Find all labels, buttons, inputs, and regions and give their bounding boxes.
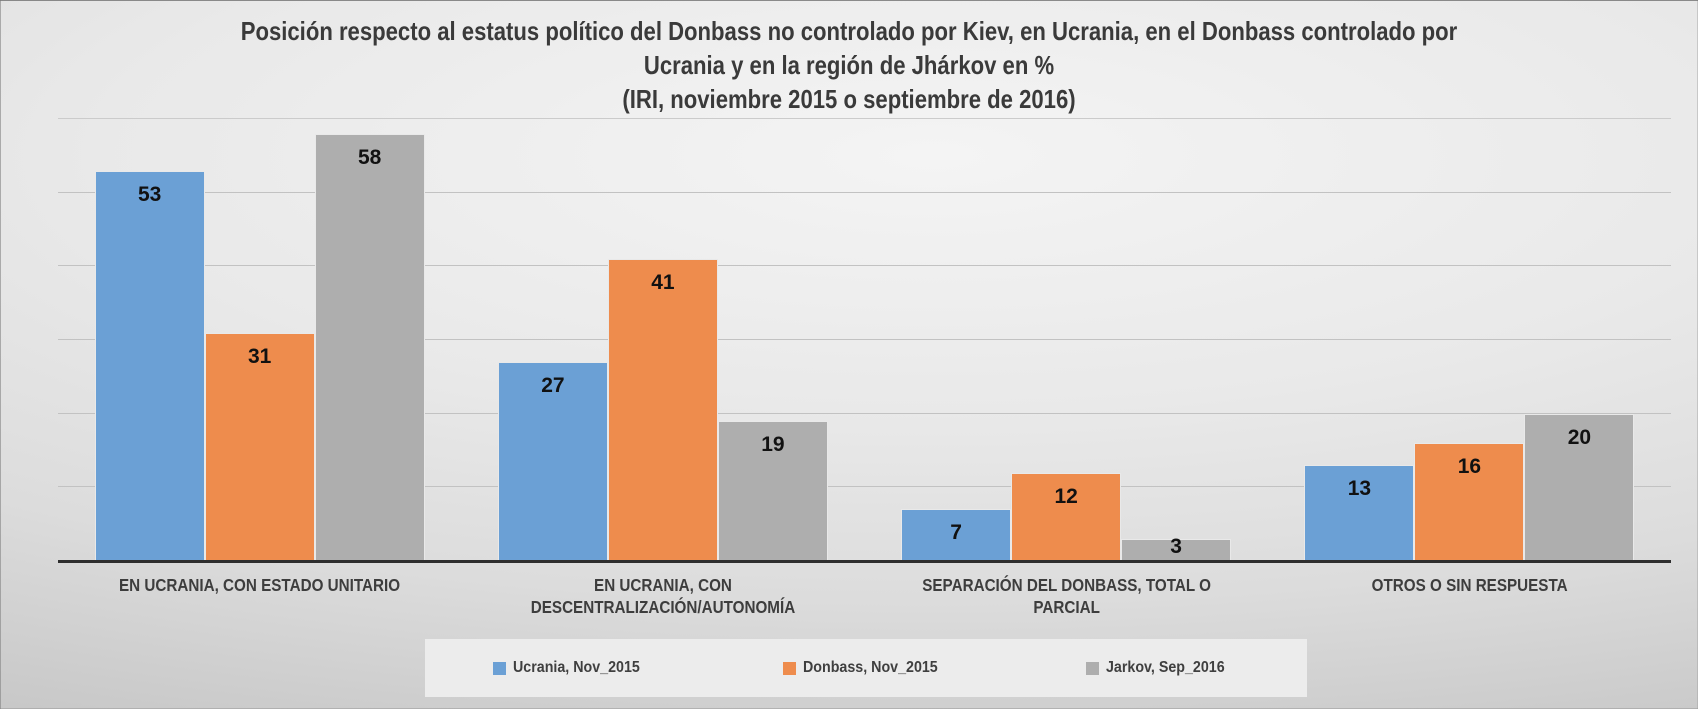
bar-value-label: 3 bbox=[1170, 534, 1182, 558]
bar-series-2-cat-3: 12 bbox=[1011, 472, 1122, 561]
gridline-60 bbox=[58, 118, 1671, 119]
category-label-2: EN UCRANIA, CON DESCENTRALIZACIÓN/AUTONO… bbox=[461, 561, 864, 618]
bar-series-2-cat-4: 16 bbox=[1414, 443, 1525, 561]
bar-series-3-cat-2: 19 bbox=[717, 421, 828, 561]
bar-value-label: 13 bbox=[1347, 477, 1372, 501]
bar-value-label: 27 bbox=[541, 374, 565, 398]
bar-series-2-cat-2: 41 bbox=[607, 258, 718, 561]
legend-label: Ucrania, Nov_2015 bbox=[513, 659, 640, 676]
category-label-3: SEPARACIÓN DEL DONBASS, TOTAL O PARCIAL bbox=[865, 561, 1268, 618]
legend-label: Jarkov, Sep_2016 bbox=[1105, 659, 1225, 676]
bar-group-1: 53 31 58 bbox=[58, 119, 461, 561]
bar-series-1-cat-1: 53 bbox=[94, 170, 205, 561]
bar-group-3: 7 12 3 bbox=[865, 119, 1268, 561]
bar-value-label: 7 bbox=[950, 521, 962, 545]
bar-value-label: 58 bbox=[357, 145, 382, 169]
gridline-10 bbox=[58, 486, 1671, 488]
category-label-1: EN UCRANIA, CON ESTADO UNITARIO bbox=[58, 561, 461, 618]
bar-series-1-cat-2: 27 bbox=[497, 362, 608, 561]
legend-swatch-icon bbox=[493, 661, 507, 675]
category-label-text: EN UCRANIA, CON DESCENTRALIZACIÓN/AUTONO… bbox=[530, 575, 796, 617]
bar-value-label: 20 bbox=[1567, 425, 1592, 449]
bar-series-3-cat-1: 58 bbox=[314, 133, 425, 561]
chart-title: Posición respecto al estatus político de… bbox=[0, 14, 1698, 116]
x-axis-line bbox=[58, 560, 1671, 563]
bar-series-1-cat-3: 7 bbox=[901, 509, 1012, 561]
legend-swatch-icon bbox=[1085, 661, 1099, 675]
plot-area: 53 31 58 27 41 19 7 12 3 13 16 20 EN UCRANIA, CON E… bbox=[58, 118, 1671, 617]
bar-group-2: 27 41 19 bbox=[461, 119, 864, 561]
bar-value-label: 31 bbox=[247, 344, 272, 368]
gridline-30 bbox=[58, 339, 1671, 340]
bar-series-2-cat-1: 31 bbox=[204, 332, 315, 561]
legend-label: Donbass, Nov_2015 bbox=[802, 659, 938, 676]
gridline-50 bbox=[58, 191, 1671, 193]
category-label-text: EN UCRANIA, CON ESTADO UNITARIO bbox=[119, 575, 401, 595]
bar-value-label: 19 bbox=[761, 433, 785, 457]
bar-group-4: 13 16 20 bbox=[1268, 119, 1671, 561]
legend-swatch-icon bbox=[782, 661, 796, 675]
gridline-20 bbox=[58, 412, 1671, 414]
legend-item-3: Jarkov, Sep_2016 bbox=[1013, 659, 1307, 677]
chart-title-line-3: (IRI, noviembre 2015 o septiembre de 201… bbox=[622, 84, 1076, 114]
legend: Ucrania, Nov_2015 Donbass, Nov_2015 Jarkov… bbox=[425, 639, 1307, 697]
bar-value-label: 41 bbox=[651, 270, 675, 294]
category-label-text: SEPARACIÓN DEL DONBASS, TOTAL O PARCIAL bbox=[921, 575, 1211, 617]
bar-series-3-cat-3: 3 bbox=[1121, 535, 1232, 561]
bar-series-1-cat-4: 13 bbox=[1304, 465, 1415, 561]
bar-value-label: 16 bbox=[1457, 455, 1482, 479]
legend-item-1: Ucrania, Nov_2015 bbox=[425, 659, 719, 677]
category-label-text: OTROS O SIN RESPUESTA bbox=[1371, 575, 1568, 595]
chart-title-line-1: Posición respecto al estatus político de… bbox=[240, 16, 1458, 46]
bar-groups: 53 31 58 27 41 19 7 12 3 13 16 20 bbox=[58, 119, 1671, 561]
legend-item-2: Donbass, Nov_2015 bbox=[719, 659, 1013, 677]
bar-series-3-cat-4: 20 bbox=[1524, 413, 1635, 561]
bar-value-label: 53 bbox=[137, 182, 162, 206]
chart-title-line-2: Ucrania y en la región de Jhárkov en % bbox=[643, 50, 1055, 80]
category-axis-labels: EN UCRANIA, CON ESTADO UNITARIO EN UCRANI… bbox=[58, 561, 1671, 618]
category-label-4: OTROS O SIN RESPUESTA bbox=[1268, 561, 1671, 618]
gridline-40 bbox=[58, 265, 1671, 267]
bar-value-label: 12 bbox=[1054, 484, 1078, 508]
